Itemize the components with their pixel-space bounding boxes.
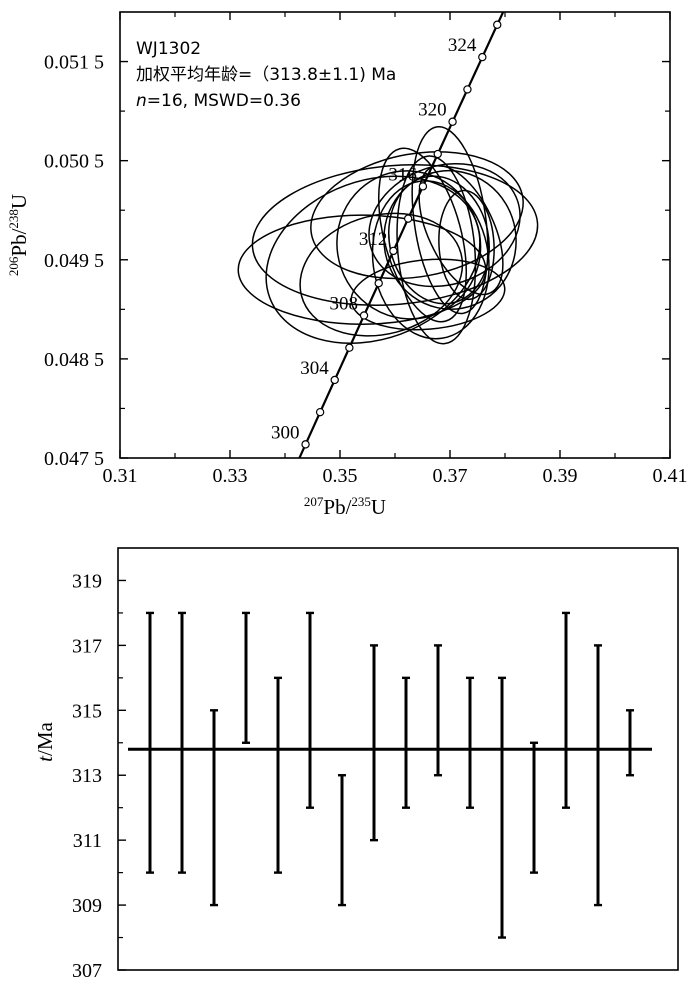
age-error-bar: [338, 774, 346, 907]
concordia-age-marker: [330, 375, 339, 385]
error-ellipse: [371, 180, 490, 340]
age-y-tick-label: 313: [72, 765, 102, 787]
sample-id: WJ1302: [136, 39, 201, 59]
age-y-tick-label: 311: [73, 830, 102, 852]
age-y-tick-label: 317: [72, 635, 102, 657]
age-error-bar: [402, 676, 410, 809]
x-label-sup1: 207: [304, 494, 324, 509]
age-error-bar: [594, 644, 602, 907]
y-label-sup2: 238: [6, 209, 21, 229]
y-tick-label: 0.048 5: [44, 349, 104, 371]
concordia-age-marker: [418, 182, 428, 191]
weighted-mean-age: 加权平均年龄=（313.8±1.1) Ma: [136, 65, 396, 85]
concordia-age-marker: [301, 440, 310, 449]
x-label-main1: Pb/: [323, 495, 351, 519]
age-error-bar: [306, 611, 314, 809]
age-error-bar: [146, 611, 154, 874]
error-ellipse: [368, 162, 521, 288]
age-y-label-rest: /Ma: [33, 721, 57, 756]
age-error-bar: [626, 709, 634, 777]
x-tick-label: 0.35: [323, 465, 358, 487]
age-error-bar: [210, 709, 218, 907]
error-ellipse: [383, 169, 517, 310]
x-tick-label: 0.33: [213, 465, 248, 487]
error-ellipse: [350, 258, 506, 331]
concordia-age-marker: [463, 85, 472, 94]
y-tick-label: 0.047 5: [44, 448, 104, 470]
concordia-age-label: 304: [300, 358, 329, 379]
x-label-main2: U: [371, 495, 386, 519]
concordia-curve-group: 300 304 308 312 316 320 324: [271, 12, 505, 458]
y-axis-label: 206Pb/238U: [6, 194, 31, 276]
stats-line: n=16, MSWD=0.36: [136, 91, 301, 111]
concordia-age-marker: [345, 343, 354, 352]
age-y-tick-label: 319: [72, 570, 102, 592]
x-label-sup2: 235: [351, 494, 371, 509]
age-error-bar: [274, 676, 282, 874]
y-tick-label: 0.051 5: [44, 52, 104, 74]
concordia-age-label: 300: [271, 422, 300, 443]
age-chart: 307 309 311 313 315 317 319 t/Ma: [33, 547, 679, 982]
concordia-age-marker: [389, 246, 398, 256]
x-tick-label: 0.39: [543, 465, 578, 487]
y-tick-label: 0.049 5: [44, 250, 104, 272]
age-error-bar: [370, 644, 378, 842]
x-tick-label: 0.31: [103, 465, 138, 487]
stats-n: n: [136, 91, 147, 111]
stats-values: =16, MSWD=0.36: [147, 91, 301, 111]
y-tick-label: 0.050 5: [44, 151, 104, 173]
error-ellipse: [438, 189, 495, 301]
error-ellipse: [377, 147, 468, 323]
concordia-age-label: 324: [448, 35, 477, 56]
concordia-age-label: 312: [359, 229, 388, 250]
y-label-main1: Pb/: [7, 228, 31, 256]
error-ellipse: [411, 126, 489, 315]
age-error-bar: [466, 676, 474, 809]
age-y-tick-label: 307: [72, 960, 102, 982]
error-ellipse: [396, 155, 477, 345]
error-ellipse: [251, 164, 539, 306]
age-error-bar: [434, 644, 442, 777]
x-axis-label: 207Pb/235U: [304, 494, 386, 519]
age-error-bar: [178, 611, 186, 874]
x-tick-label: 0.41: [653, 465, 688, 487]
age-error-bar: [530, 741, 538, 874]
concordia-age-marker: [493, 20, 502, 29]
concordia-age-label: 308: [330, 293, 359, 314]
concordia-age-marker: [478, 52, 487, 62]
concordia-age-marker: [433, 149, 442, 159]
x-tick-label: 0.37: [433, 465, 468, 487]
y-label-main2: U: [7, 194, 31, 209]
concordia-age-marker: [403, 214, 413, 223]
concordia-age-label: 316: [388, 164, 417, 185]
error-ellipse: [299, 212, 464, 337]
age-error-bar: [498, 676, 506, 939]
concordia-ellipses: [237, 126, 539, 345]
concordia-chart: 300 304 308 312 316 320 324 0.31 0.33 0.35 0.37 0.…: [6, 11, 688, 519]
concordia-age-label: 320: [418, 100, 447, 121]
age-error-bars: [146, 611, 634, 939]
age-y-label-t: t: [33, 755, 57, 762]
concordia-age-marker: [359, 311, 369, 320]
age-error-bar: [242, 611, 250, 744]
age-plot-frame: [117, 547, 679, 971]
concordia-age-marker: [315, 407, 325, 417]
age-y-axis-label: t/Ma: [33, 721, 57, 761]
concordia-age-marker: [448, 117, 457, 126]
age-y-tick-label: 309: [72, 895, 102, 917]
concordia-age-marker: [374, 278, 383, 288]
age-error-bar: [562, 611, 570, 809]
age-y-tick-label: 315: [72, 700, 102, 722]
y-label-sup1: 206: [6, 256, 21, 276]
